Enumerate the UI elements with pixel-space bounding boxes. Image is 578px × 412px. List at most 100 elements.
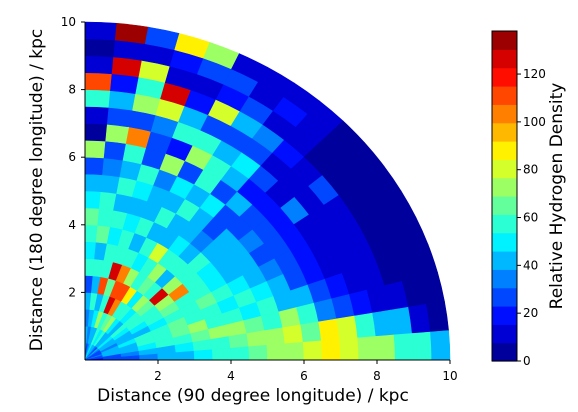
colorbar-tick-label: 120 <box>523 67 546 81</box>
heatmap-cell <box>375 334 396 361</box>
heatmap-cell <box>350 142 385 177</box>
heatmap-cell <box>393 333 414 361</box>
y-axis-label: Distance (180 degree longitude) / kpc <box>27 29 47 351</box>
colorbar-band <box>492 214 517 234</box>
heatmap-cell <box>84 139 107 159</box>
colorbar-band <box>492 86 517 105</box>
heatmap-cell <box>228 333 249 349</box>
colorbar-label: Relative Hydrogen Density <box>547 83 567 310</box>
heatmap-cell <box>372 309 395 337</box>
colorbar-band <box>492 269 517 289</box>
colorbar <box>491 30 518 362</box>
heatmap-cell <box>230 346 250 361</box>
heatmap-cell <box>339 337 360 361</box>
colorbar-band <box>492 287 517 307</box>
heatmap-cell <box>410 244 438 278</box>
colorbar-band <box>492 141 517 160</box>
heatmap-cell <box>110 73 140 95</box>
heatmap-cell <box>300 321 322 343</box>
heatmap-cell <box>336 315 359 340</box>
heatmap-cell <box>318 318 340 342</box>
heatmap-cell <box>203 42 240 70</box>
heatmap-cell <box>84 89 111 108</box>
heatmap-cell <box>426 300 449 333</box>
colorbar-band <box>492 67 517 87</box>
x-axis-label: Distance (90 degree longitude) / kpc <box>97 386 409 406</box>
heatmap-cell <box>321 339 341 361</box>
heatmap-cell <box>384 190 417 225</box>
colorbar-ticks: 0 20 40 60 80 100 120 <box>517 67 546 368</box>
heatmap-cell <box>282 324 304 345</box>
colorbar-band <box>492 324 517 344</box>
heatmap-cell <box>84 21 118 41</box>
heatmap-cell <box>84 123 108 142</box>
heatmap-cell <box>114 22 149 45</box>
colorbar-band <box>492 31 517 50</box>
y-tick-label: 2 <box>68 285 76 299</box>
colorbar-band <box>492 232 517 252</box>
heatmap-cell <box>283 82 321 115</box>
colorbar-tick-label: 80 <box>523 163 538 177</box>
heatmap-cell <box>193 349 214 361</box>
heatmap-cell <box>84 224 99 243</box>
y-tick-label: 6 <box>68 150 76 164</box>
heatmap-cell <box>264 327 286 346</box>
colorbar-band <box>492 196 517 215</box>
heatmap-cell <box>84 55 114 75</box>
heatmap-cell <box>284 342 305 361</box>
colorbar-tick-label: 60 <box>523 211 538 225</box>
heatmap-cell <box>84 173 103 192</box>
heatmap-cell <box>257 66 295 98</box>
heatmap-cell <box>144 26 180 51</box>
colorbar-tick-label: 100 <box>523 115 546 129</box>
colorbar-tick-label: 0 <box>523 354 531 368</box>
heatmap-cell <box>84 156 105 176</box>
heatmap-cell <box>84 38 116 58</box>
heatmap-cell <box>368 165 402 200</box>
heatmap-cell <box>248 344 268 361</box>
heatmap-cell <box>398 216 429 251</box>
colorbar-band <box>492 49 517 69</box>
y-tick-label: 10 <box>61 15 76 29</box>
heatmap-cell <box>106 107 133 128</box>
heatmap-cell <box>430 330 451 361</box>
heatmap-cell <box>419 272 445 305</box>
heatmap-cell <box>84 106 110 125</box>
heatmap-cell <box>84 190 102 209</box>
heatmap-cell <box>84 207 100 226</box>
heatmap-cell <box>354 312 377 339</box>
heatmap-cells <box>84 21 451 361</box>
heatmap-cell <box>231 53 268 83</box>
colorbar-band <box>492 104 517 124</box>
heatmap-cell <box>108 90 137 111</box>
x-ticks: 2 4 6 8 10 <box>154 360 458 383</box>
heatmap-cell <box>307 100 344 134</box>
colorbar-band <box>492 122 517 142</box>
heatmap-cell <box>157 352 177 361</box>
heatmap-cell <box>266 343 287 361</box>
heatmap-cell <box>302 340 323 361</box>
heatmap-cell <box>246 330 268 348</box>
colorbar-band <box>492 342 517 362</box>
colorbar-band <box>492 177 517 197</box>
colorbar-frame <box>491 30 518 362</box>
heatmap-cell <box>357 336 378 361</box>
x-tick-label: 6 <box>300 369 308 383</box>
colorbar-band <box>492 251 517 270</box>
heatmap-cell <box>174 33 211 59</box>
colorbar-tick-label: 20 <box>523 306 538 320</box>
x-tick-label: 8 <box>373 369 381 383</box>
heatmap-cell <box>103 140 127 161</box>
colorbar-band <box>492 159 517 179</box>
heatmap-cell <box>105 123 130 144</box>
heatmap-cell <box>329 120 366 155</box>
plot-axes <box>84 22 450 361</box>
heatmap-cell <box>175 350 195 361</box>
colorbar-tick-label: 40 <box>523 258 538 272</box>
y-tick-label: 4 <box>68 218 76 232</box>
colorbar-band <box>492 306 517 325</box>
x-tick-label: 10 <box>442 369 457 383</box>
x-tick-label: 2 <box>154 369 162 383</box>
x-tick-label: 4 <box>227 369 235 383</box>
